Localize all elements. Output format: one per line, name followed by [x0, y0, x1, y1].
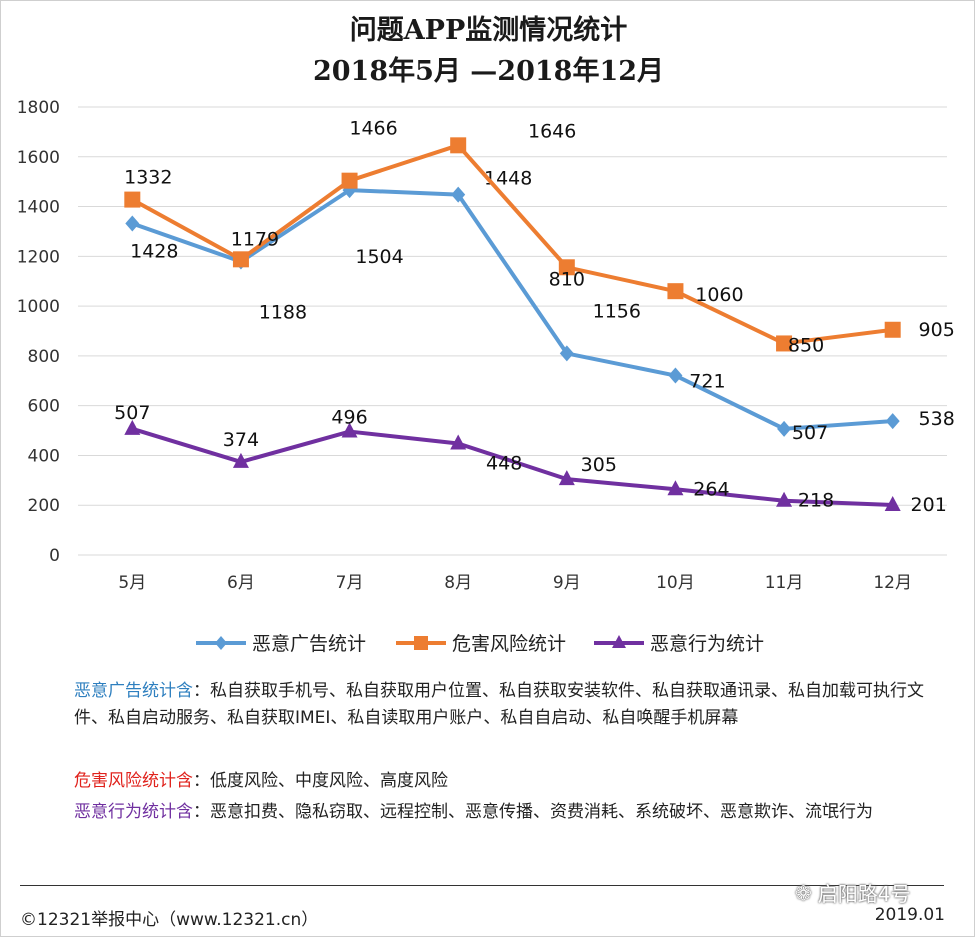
risk-description: 危害风险统计含：低度风险、中度风险、高度风险	[74, 768, 934, 795]
data-label: 507	[114, 402, 150, 424]
data-label: 374	[223, 429, 259, 451]
data-label: 1466	[349, 118, 397, 140]
data-point	[884, 321, 901, 338]
watermark-text: 启阳路4号	[817, 882, 911, 906]
data-label: 264	[693, 478, 729, 500]
footer-date: 2019.01	[874, 905, 945, 925]
data-label: 1156	[593, 300, 641, 322]
data-label: 538	[919, 408, 955, 430]
data-label: 218	[798, 490, 834, 512]
y-tick-label: 1600	[17, 148, 60, 168]
behavior-description: 恶意行为统计含：恶意扣费、隐私窃取、远程控制、恶意传播、资费消耗、系统破坏、恶意…	[74, 799, 934, 826]
x-tick-label: 10月	[656, 573, 695, 593]
legend-label: 恶意行为统计	[650, 633, 764, 655]
data-point	[450, 137, 467, 154]
x-tick-label: 6月	[227, 573, 255, 593]
series-line	[131, 188, 893, 431]
ad-description-label: 恶意广告统计含	[74, 681, 193, 701]
data-point	[884, 495, 901, 511]
footer-source: ©12321举报中心（www.12321.cn）	[20, 910, 319, 930]
legend-marker	[215, 636, 227, 650]
data-point	[125, 215, 140, 232]
y-tick-label: 0	[49, 546, 60, 566]
watermark: ❁ 启阳路4号	[795, 878, 911, 907]
data-label: 1448	[484, 168, 532, 190]
x-tick-label: 11月	[765, 573, 804, 593]
data-label: 850	[788, 334, 824, 356]
data-label: 1504	[355, 246, 403, 268]
data-point	[451, 186, 466, 203]
chart-subtitle: 2018年5月 —2018年12月	[312, 56, 665, 87]
y-tick-label: 600	[28, 397, 60, 417]
data-point	[450, 434, 467, 450]
data-label: 507	[792, 422, 828, 444]
legend-label: 恶意广告统计	[252, 633, 366, 655]
series-line	[131, 143, 893, 346]
legend-marker	[414, 636, 428, 650]
data-point	[124, 191, 141, 208]
data-point	[558, 259, 575, 276]
data-label: 721	[689, 371, 725, 393]
data-label: 1646	[528, 120, 576, 142]
data-point	[124, 419, 141, 435]
data-label: 496	[331, 407, 367, 429]
legend-marker	[612, 635, 626, 648]
data-point	[667, 283, 684, 300]
data-label: 810	[549, 268, 585, 290]
data-point	[559, 345, 574, 362]
data-label: 448	[486, 452, 522, 474]
risk-description-text: ：低度风险、中度风险、高度风险	[193, 771, 448, 791]
data-label: 1428	[130, 240, 178, 262]
x-tick-label: 8月	[444, 573, 472, 593]
x-tick-label: 5月	[118, 573, 146, 593]
chart-title: 问题APP监测情况统计	[349, 15, 628, 46]
data-point	[668, 367, 683, 384]
y-tick-label: 1200	[17, 247, 60, 267]
data-point	[341, 172, 358, 189]
data-point	[232, 251, 249, 268]
data-label: 905	[919, 319, 955, 341]
data-point	[776, 335, 793, 352]
data-label: 305	[581, 454, 617, 476]
line-chart: 0 200 400 600 800 1000 1200 1400 1600 1800 5月 6月 7月 8…	[17, 98, 955, 655]
data-label: 1179	[231, 228, 279, 250]
legend-label: 危害风险统计	[452, 633, 566, 655]
ad-description-text: ：私自获取手机号、私自获取用户位置、私自获取安装软件、私自获取通讯录、私自加载可…	[74, 681, 924, 728]
data-label: 1188	[259, 302, 307, 324]
data-point	[776, 491, 793, 507]
data-point	[667, 480, 684, 496]
ad-description: 恶意广告统计含：私自获取手机号、私自获取用户位置、私自获取安装软件、私自获取通讯…	[74, 678, 934, 732]
x-tick-label: 12月	[873, 573, 912, 593]
footer-divider	[20, 885, 944, 886]
x-tick-label: 7月	[336, 573, 364, 593]
y-tick-label: 800	[28, 347, 60, 367]
data-point	[558, 470, 575, 486]
data-label: 201	[911, 494, 947, 516]
y-tick-label: 200	[28, 496, 60, 516]
y-tick-label: 1400	[17, 198, 60, 218]
data-point	[885, 413, 900, 430]
data-point	[341, 422, 358, 438]
data-label: 1332	[124, 167, 172, 189]
y-tick-label: 1800	[17, 98, 60, 118]
series-line	[131, 426, 893, 507]
behavior-description-label: 恶意行为统计含	[74, 802, 193, 822]
behavior-description-text: ：恶意扣费、隐私窃取、远程控制、恶意传播、资费消耗、系统破坏、恶意欺诈、流氓行为	[193, 802, 873, 822]
data-point	[232, 452, 249, 468]
y-tick-label: 400	[28, 446, 60, 466]
wechat-icon: ❁	[795, 880, 812, 905]
data-label: 1060	[695, 284, 743, 306]
y-tick-label: 1000	[17, 297, 60, 317]
x-tick-label: 9月	[553, 573, 581, 593]
risk-description-label: 危害风险统计含	[74, 771, 193, 791]
data-point	[777, 420, 792, 437]
